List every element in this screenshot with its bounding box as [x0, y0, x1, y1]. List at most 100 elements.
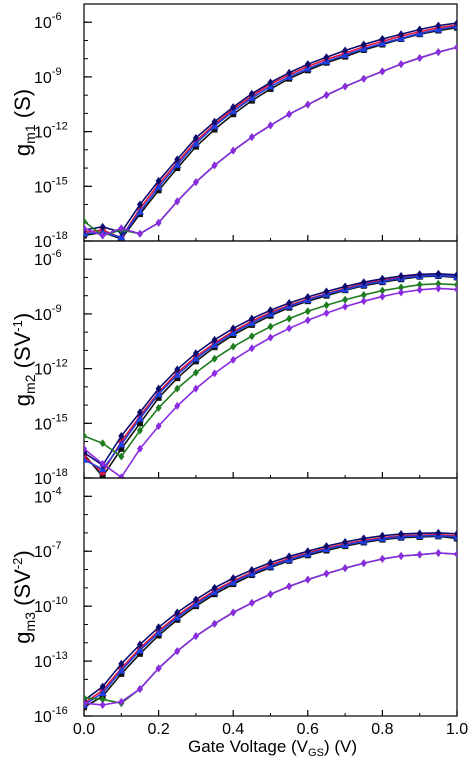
data-point [379, 67, 386, 76]
data-point [342, 537, 349, 546]
data-point [155, 187, 162, 194]
y-label-subscript: m2 [22, 374, 38, 394]
data-point [136, 640, 143, 649]
y-label-subscript: m3 [22, 612, 38, 632]
data-point [155, 422, 162, 431]
data-point [454, 550, 457, 559]
y-label-base: g [10, 631, 35, 643]
x-label-text: Gate Voltage (V [188, 737, 309, 756]
y-tick-exponent: -6 [52, 11, 62, 23]
x-tick-label: 0.6 [297, 721, 319, 738]
data-point [416, 285, 423, 294]
data-point [248, 133, 255, 142]
y-tick-label: 10-12 [34, 358, 68, 379]
data-point [304, 307, 311, 316]
data-point [174, 384, 181, 393]
data-point [211, 354, 218, 363]
data-point [155, 218, 162, 227]
y-tick-exponent: -12 [52, 121, 68, 133]
data-point [118, 697, 125, 706]
data-point [155, 176, 162, 185]
data-point [286, 298, 293, 307]
data-point [267, 558, 274, 567]
plot-area [84, 528, 457, 711]
y-tick-exponent: -15 [52, 175, 68, 187]
data-point [117, 666, 126, 674]
data-point [84, 432, 87, 441]
data-point [174, 365, 181, 374]
y-tick-exponent: -10 [52, 595, 68, 607]
data-point [435, 528, 442, 537]
data-point [267, 333, 274, 342]
data-point [342, 82, 349, 91]
data-point [154, 183, 163, 191]
data-point [398, 551, 405, 560]
data-point [84, 699, 87, 708]
y-tick-label: 10-15 [34, 412, 68, 433]
y-tick-base: 10 [34, 654, 52, 671]
y-label-unit-exponent: -2 [10, 558, 25, 570]
data-point [136, 684, 143, 693]
y-tick-base: 10 [34, 15, 52, 32]
series-line [84, 274, 457, 471]
data-point [174, 375, 181, 382]
data-point [84, 444, 87, 453]
data-point [454, 19, 457, 28]
data-point [173, 160, 182, 168]
data-point [267, 322, 274, 331]
plot-area [84, 19, 457, 241]
data-point [454, 43, 457, 52]
data-point [230, 146, 237, 155]
data-point [136, 408, 143, 417]
y-tick-exponent: -9 [52, 303, 62, 315]
data-point [398, 283, 405, 292]
data-point [84, 455, 88, 463]
data-point [323, 542, 330, 551]
data-point [135, 414, 144, 422]
data-point [304, 547, 311, 556]
data-point [210, 340, 219, 348]
data-point [230, 574, 237, 583]
data-point [323, 301, 330, 310]
y-axis-label: gm3 (SV-2) [10, 550, 38, 643]
data-point [342, 302, 349, 311]
data-point [286, 552, 293, 561]
data-point [135, 207, 144, 215]
data-point [118, 432, 125, 441]
data-point [211, 126, 218, 133]
data-point [174, 165, 181, 172]
data-point [398, 272, 405, 281]
data-point [286, 582, 293, 591]
data-point [99, 231, 106, 240]
data-point [118, 224, 125, 233]
y-tick-exponent: -16 [52, 705, 68, 717]
y-tick-exponent: -6 [52, 248, 62, 260]
data-point [416, 280, 423, 289]
y-axis-label: gm1 (S) [10, 89, 38, 156]
data-point [211, 619, 218, 628]
data-point [360, 74, 367, 83]
data-point [84, 693, 87, 702]
data-point [379, 292, 386, 301]
y-tick-label: 10-6 [34, 248, 62, 269]
data-point [435, 549, 442, 558]
data-point [248, 332, 255, 341]
data-point [435, 21, 442, 30]
data-point [435, 284, 442, 293]
y-tick-label: 10-9 [34, 303, 62, 324]
series-line [84, 552, 457, 705]
data-point [304, 60, 311, 69]
data-point [155, 384, 162, 393]
data-point [323, 569, 330, 578]
data-point [435, 269, 442, 278]
x-tick-label: 0.8 [371, 721, 393, 738]
data-point [248, 565, 255, 574]
data-point [286, 314, 293, 323]
data-point [117, 440, 126, 448]
data-point [416, 25, 423, 34]
y-label-unit: (SV [10, 331, 35, 374]
x-axis-label: Gate Voltage (VGS) (V) [188, 737, 357, 759]
y-tick-label: 10-16 [34, 705, 68, 726]
